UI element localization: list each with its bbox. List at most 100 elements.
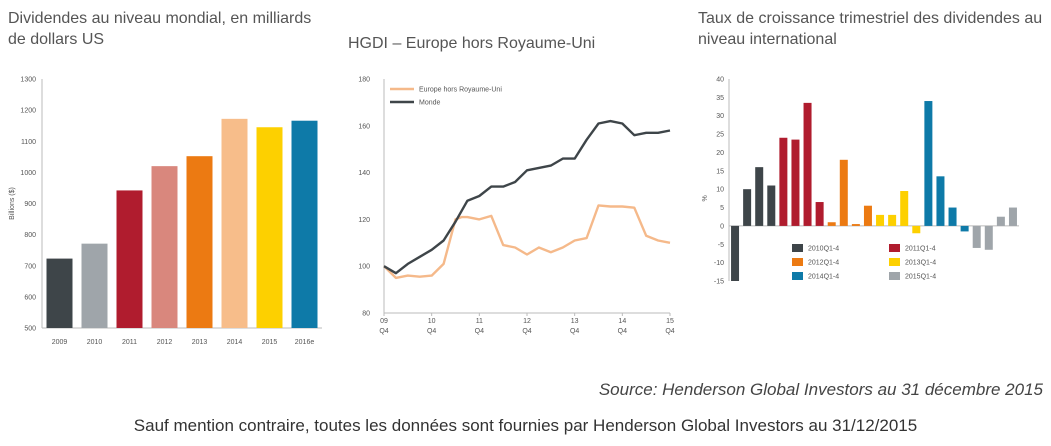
chart2-x-tick-year: 09 (380, 318, 388, 325)
chart2-series-line (383, 119, 671, 275)
chart3-bar (912, 225, 921, 234)
chart2-x-tick-quarter: Q4 (522, 328, 531, 335)
source-note: Source: Henderson Global Investors au 31… (598, 380, 1043, 399)
chart2-line-chart: 80 100 120 140 160 180 09 Q4 10 Q4 11 Q4 12 Q4 13 Q4 14 Q… (358, 77, 674, 336)
chart3-legend-label: 2013Q1-4 (905, 260, 936, 267)
chart3-bar (731, 225, 740, 281)
chart3-legend-swatch (792, 244, 803, 252)
chart3-bar (876, 214, 885, 226)
chart1-x-tick-label: 2012 (157, 339, 173, 346)
chart3-bar (936, 176, 945, 226)
chart3-bar (815, 202, 824, 226)
chart3-bar (755, 167, 764, 226)
chart3-bar (827, 222, 836, 226)
chart3-y-tick-label: -15 (714, 279, 724, 286)
chart3-legend-label: 2014Q1-4 (808, 274, 839, 281)
chart3-y-tick-label: 25 (716, 132, 724, 139)
chart3-y-tick-label: 10 (716, 187, 724, 194)
chart3-y-tick-label: 15 (716, 168, 724, 175)
chart2-x-tick-year: 13 (571, 318, 579, 325)
chart3-bar (984, 225, 993, 250)
chart1-y-tick-label: 900 (24, 201, 36, 208)
chart1-y-tick-label: 1000 (20, 170, 36, 177)
chart3-legend-label: 2012Q1-4 (808, 260, 839, 267)
chart2-x-tick-year: 15 (666, 318, 674, 325)
chart3-bar (863, 205, 872, 226)
chart3-y-tick-label: 35 (716, 95, 724, 102)
chart2-x-tick-year: 11 (476, 318, 483, 325)
chart1-y-tick-label: 600 (24, 294, 36, 301)
footer-note: Sauf mention contraire, toutes les donné… (133, 416, 918, 435)
chart1-bar (151, 166, 178, 328)
chart3-bar (851, 224, 860, 226)
chart1-y-tick-label: 1200 (20, 108, 36, 115)
chart1-bar (256, 127, 283, 329)
chart3-bar (924, 101, 933, 226)
chart2-x-tick-quarter: Q4 (570, 328, 579, 335)
chart3-bar (803, 102, 812, 226)
chart2-x-tick-year: 14 (618, 318, 626, 325)
chart1-y-tick-label: 1100 (21, 139, 36, 146)
chart3-bar (791, 139, 800, 226)
chart1-y-tick-label: 800 (24, 232, 36, 239)
chart1-bar (116, 190, 143, 328)
chart1-y-tick-label: 700 (24, 263, 36, 270)
chart2-title: HGDI – Europe hors Royaume-Uni (348, 35, 596, 52)
chart2-x-tick-quarter: Q4 (618, 328, 627, 335)
chart3-title: Taux de croissance trimestriel des divid… (698, 10, 1043, 48)
chart3-growth-bar-chart: -15 -10 -5 0 5 10 15 20 25 30 35 40% 2010Q1-4 2011Q1-… (702, 77, 1019, 286)
chart2-x-tick-quarter: Q4 (665, 328, 674, 335)
chart1-x-tick-label: 2013 (192, 339, 208, 346)
chart3-bar (888, 214, 897, 226)
chart3-bar (1008, 207, 1017, 226)
chart1-x-tick-label: 2015 (262, 339, 278, 346)
chart1-bar (81, 243, 108, 328)
chart2-y-tick-label: 120 (358, 217, 370, 224)
chart1-x-tick-label: 2016e (295, 339, 315, 346)
chart2-x-tick-year: 10 (428, 318, 436, 325)
chart2-y-tick-label: 180 (358, 77, 370, 84)
chart3-bar (960, 225, 969, 232)
chart3-y-tick-label: 30 (716, 113, 724, 120)
chart3-y-tick-label: 0 (720, 223, 724, 230)
chart1-x-tick-label: 2014 (227, 339, 243, 346)
chart1-bar (291, 120, 318, 329)
chart2-series-line (383, 204, 671, 280)
chart2-y-tick-label: 160 (358, 123, 370, 130)
chart2-legend-label: Europe hors Royaume-Uni (419, 87, 502, 94)
chart2-x-tick-year: 12 (523, 318, 531, 325)
chart1-bar (46, 258, 73, 328)
chart3-bar (779, 137, 788, 226)
chart2-y-tick-label: 100 (358, 264, 370, 271)
chart3-bar (996, 216, 1005, 226)
chart3-bar (839, 159, 848, 226)
chart1-bar-chart: 500 600 700 800 900 1000 1100 1200 1300 Billions … (9, 77, 322, 346)
chart2-y-tick-label: 80 (362, 311, 370, 318)
chart2-x-tick-quarter: Q4 (379, 328, 388, 335)
chart3-y-tick-label: 5 (720, 205, 724, 212)
chart2-legend-label: Monde (419, 100, 441, 107)
chart3-legend-swatch (889, 244, 900, 252)
chart1-y-tick-label: 500 (24, 326, 36, 333)
chart3-y-tick-label: 40 (716, 77, 724, 84)
chart3-legend-label: 2011Q1-4 (905, 246, 936, 253)
chart2-y-tick-label: 140 (358, 170, 370, 177)
chart3-legend-swatch (792, 258, 803, 266)
chart3-bar (900, 191, 909, 226)
chart1-x-tick-label: 2009 (52, 339, 68, 346)
chart1-bar (221, 118, 248, 328)
chart1-x-tick-label: 2010 (87, 339, 103, 346)
chart3-legend-label: 2010Q1-4 (808, 246, 839, 253)
chart2-x-tick-quarter: Q4 (427, 328, 436, 335)
chart3-y-tick-label: -5 (718, 242, 724, 249)
chart3-y-tick-label: 20 (716, 150, 724, 157)
chart3-y-tick-label: -10 (714, 260, 724, 267)
chart3-legend-swatch (889, 258, 900, 266)
chart1-y-tick-label: 1300 (20, 77, 36, 84)
chart3-bar (972, 225, 981, 248)
chart1-bar (186, 156, 213, 328)
chart3-legend-label: 2015Q1-4 (905, 274, 936, 281)
chart3-bar (743, 189, 752, 226)
chart3-bar (948, 207, 957, 226)
chart3-legend-swatch (889, 272, 900, 280)
